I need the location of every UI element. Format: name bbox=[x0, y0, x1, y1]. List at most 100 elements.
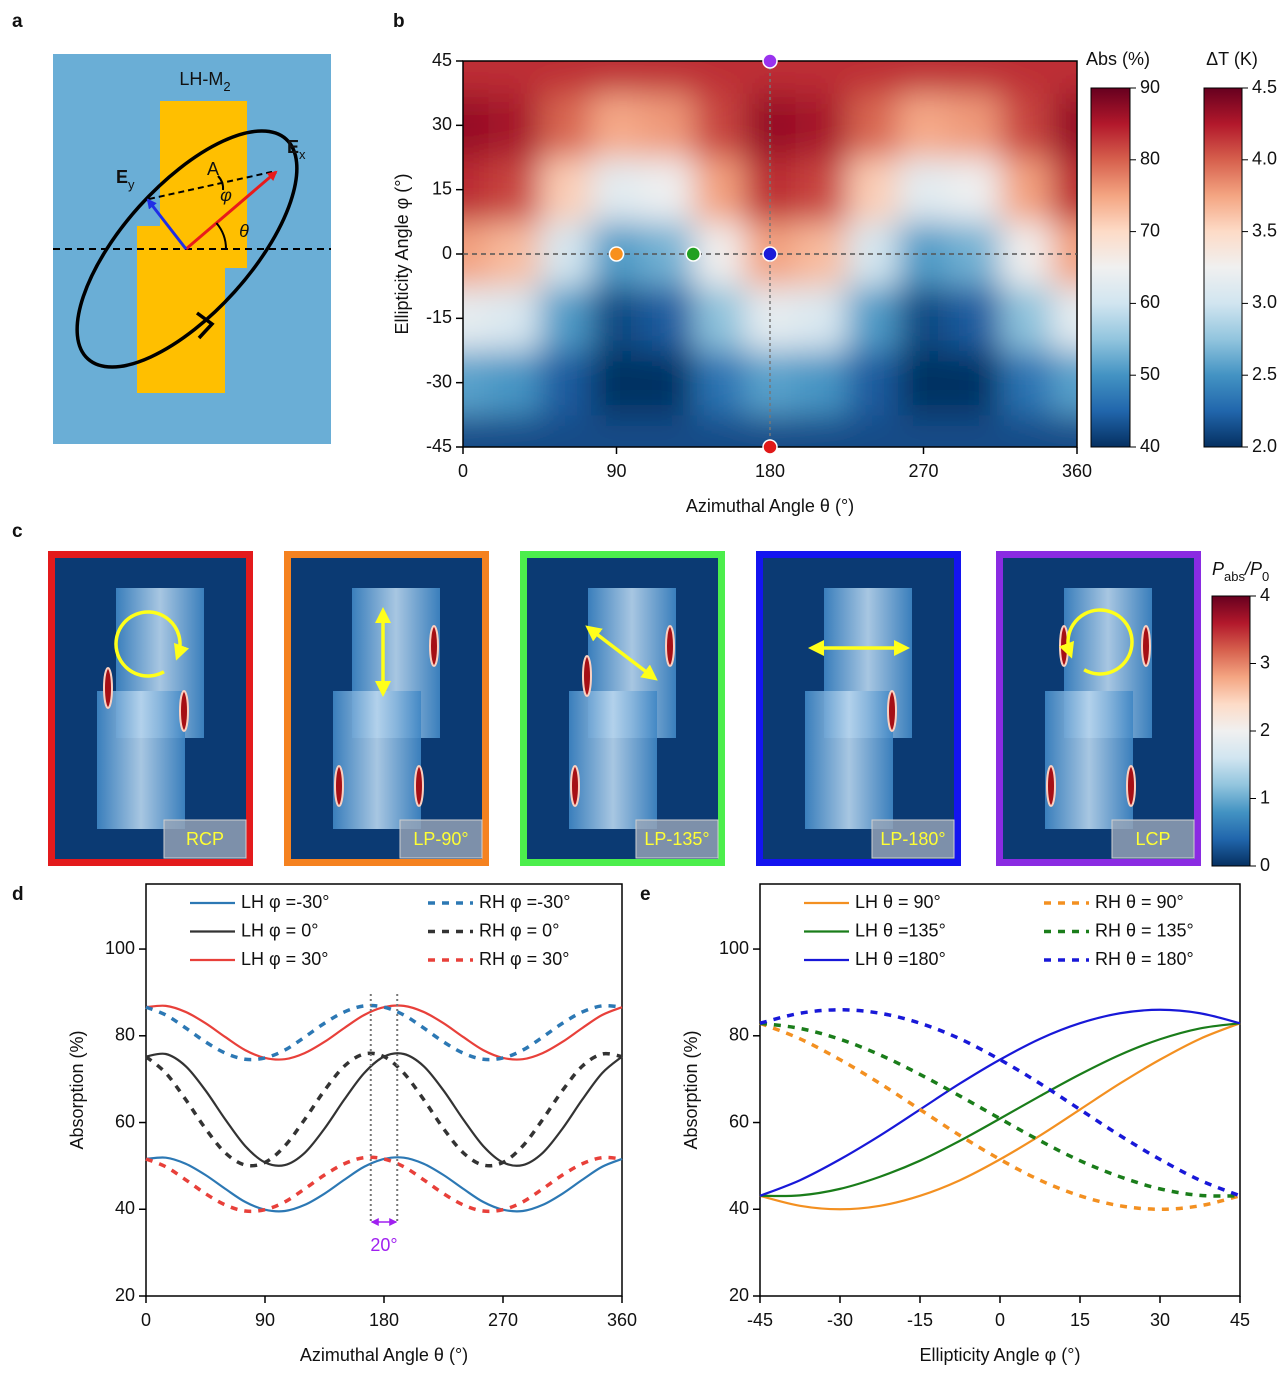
label: A bbox=[207, 159, 219, 179]
colorbar bbox=[1204, 88, 1242, 447]
heatmap-cell bbox=[847, 158, 899, 223]
hotspot bbox=[430, 626, 438, 666]
x-tick-label: 270 bbox=[908, 461, 938, 481]
text-part: P bbox=[1212, 559, 1224, 579]
text-part: abs bbox=[1224, 569, 1245, 584]
text-part: E bbox=[287, 137, 299, 157]
text-part: E bbox=[116, 167, 128, 187]
field-label: LCP bbox=[1135, 829, 1170, 849]
colorbar-tick-label: 2 bbox=[1260, 720, 1270, 740]
heatmap-cell bbox=[642, 158, 694, 223]
colorbar-tick-label: 4.5 bbox=[1252, 77, 1277, 97]
x-tick-label: 360 bbox=[607, 1310, 637, 1330]
heatmap-cell bbox=[591, 1, 643, 94]
figure: abcdeLH-M2ExEyAφθRCPLP-90°LP-135°LP-180°… bbox=[0, 0, 1288, 1374]
heatmap-cell bbox=[847, 415, 899, 508]
marker bbox=[763, 247, 777, 261]
heatmap-cell bbox=[642, 93, 694, 158]
legend-label: RH φ = 30° bbox=[479, 949, 569, 969]
heatmap-cell bbox=[796, 1, 848, 94]
heatmap-cell bbox=[898, 93, 950, 158]
heatmap-cell bbox=[540, 351, 592, 416]
heatmap-cell bbox=[949, 93, 1001, 158]
text-part: y bbox=[128, 177, 135, 192]
heatmap-cell bbox=[591, 93, 643, 158]
heatmap-cell bbox=[489, 222, 541, 287]
x-axis-label: Azimuthal Angle θ (°) bbox=[686, 496, 854, 516]
text-part: x bbox=[299, 147, 306, 162]
heatmap-cell bbox=[1000, 286, 1052, 351]
panel-letter: b bbox=[393, 11, 405, 32]
series-line bbox=[760, 1023, 1240, 1196]
heatmap-cell bbox=[898, 158, 950, 223]
heatmap-cell bbox=[693, 93, 745, 158]
heatmap-cell bbox=[1000, 93, 1052, 158]
x-tick-label: 180 bbox=[369, 1310, 399, 1330]
field-block bbox=[333, 691, 421, 829]
legend-label: LH θ =135° bbox=[855, 920, 946, 940]
label: φ bbox=[220, 185, 232, 205]
y-tick-label: -30 bbox=[426, 371, 452, 391]
y-tick-label: 30 bbox=[432, 114, 452, 134]
heatmap-cell bbox=[949, 222, 1001, 287]
colorbar-tick-label: 2.0 bbox=[1252, 436, 1277, 456]
heatmap-cell bbox=[403, 415, 489, 508]
legend-label: RH θ = 90° bbox=[1095, 892, 1184, 912]
heatmap-cell bbox=[744, 93, 796, 158]
heatmap-cell bbox=[1000, 222, 1052, 287]
hotspot bbox=[1047, 766, 1055, 806]
x-tick-label: 270 bbox=[488, 1310, 518, 1330]
colorbar-tick-label: 3.5 bbox=[1252, 220, 1277, 240]
x-axis-label: Azimuthal Angle θ (°) bbox=[300, 1345, 468, 1365]
marker bbox=[763, 54, 777, 68]
legend-label: LH φ = 0° bbox=[241, 920, 318, 940]
colorbar-tick-label: 40 bbox=[1140, 436, 1160, 456]
x-tick-label: -45 bbox=[747, 1310, 773, 1330]
heatmap-cell bbox=[1000, 351, 1052, 416]
hotspot bbox=[1127, 766, 1135, 806]
heatmap-cell bbox=[693, 415, 745, 508]
heatmap-cell bbox=[489, 286, 541, 351]
field-label: LP-135° bbox=[644, 829, 709, 849]
text-part: /P bbox=[1243, 559, 1262, 579]
panel-letter: a bbox=[12, 11, 23, 32]
heatmap-cell bbox=[949, 415, 1001, 508]
heatmap-cell bbox=[591, 286, 643, 351]
panel-letter: c bbox=[12, 521, 23, 542]
colorbar-tick-label: 60 bbox=[1140, 292, 1160, 312]
heatmap-cell bbox=[693, 286, 745, 351]
y-tick-label: 40 bbox=[115, 1198, 135, 1218]
panel-letter: d bbox=[12, 884, 24, 905]
panel-letter: e bbox=[640, 884, 651, 905]
colorbar-tick-label: 1 bbox=[1260, 787, 1270, 807]
colorbar-title: ΔT (K) bbox=[1206, 49, 1258, 69]
heatmap-cell bbox=[540, 1, 592, 94]
heatmap-cell bbox=[693, 351, 745, 416]
y-axis-label: Absorption (%) bbox=[67, 1030, 87, 1149]
heatmap-cell bbox=[693, 1, 745, 94]
text-part: LH-M bbox=[179, 69, 223, 89]
field-block bbox=[569, 691, 657, 829]
y-tick-label: 0 bbox=[442, 243, 452, 263]
metal-block bbox=[137, 226, 225, 393]
heatmap-cell bbox=[1000, 158, 1052, 223]
field-label: RCP bbox=[186, 829, 224, 849]
annotation-text: 20° bbox=[370, 1235, 397, 1255]
series-line bbox=[760, 1023, 1240, 1196]
heatmap-cell bbox=[489, 351, 541, 416]
text-part: 2 bbox=[223, 79, 230, 94]
y-tick-label: 60 bbox=[729, 1111, 749, 1131]
heatmap-cell bbox=[898, 286, 950, 351]
colorbar bbox=[1091, 88, 1130, 447]
hotspot bbox=[666, 626, 674, 666]
heatmap-cell bbox=[540, 415, 592, 508]
colorbar-tick-label: 80 bbox=[1140, 149, 1160, 169]
hotspot bbox=[571, 766, 579, 806]
legend-label: RH θ = 180° bbox=[1095, 949, 1194, 969]
colorbar-tick-label: 70 bbox=[1140, 220, 1160, 240]
colorbar-tick-label: 4.0 bbox=[1252, 149, 1277, 169]
x-tick-label: 90 bbox=[255, 1310, 275, 1330]
y-axis-label: Ellipticity Angle φ (°) bbox=[392, 174, 412, 335]
heatmap-cell bbox=[796, 158, 848, 223]
heatmap-cell bbox=[796, 415, 848, 508]
